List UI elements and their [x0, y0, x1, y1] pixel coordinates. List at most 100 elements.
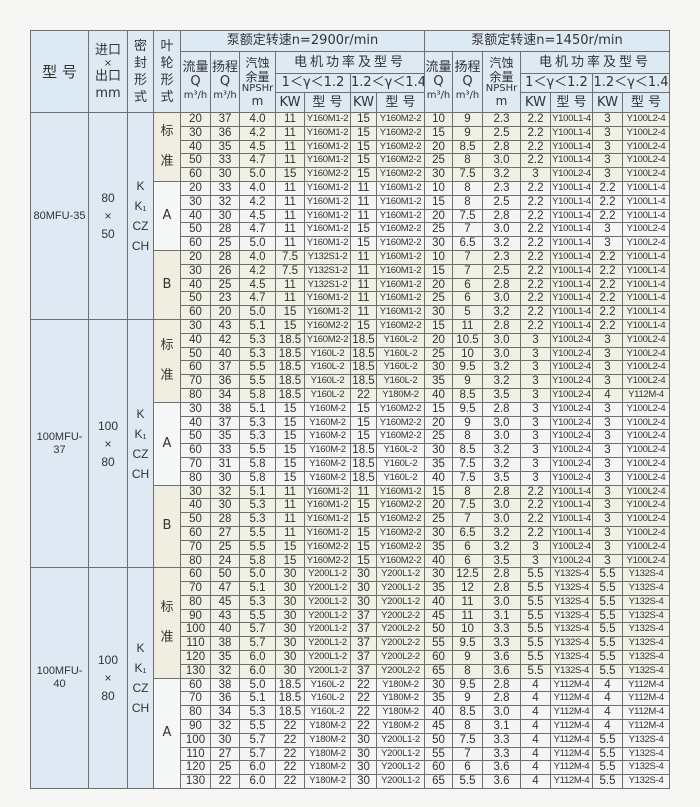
cell-head: 37	[210, 415, 240, 431]
table-row: 70 47 5.1 30 Y200L1-2 30 Y200L1-2 35 12 2.8 5.5 Y13…	[31, 581, 670, 596]
cell-npsh: 2.8	[482, 318, 521, 334]
cell-flow: 30	[424, 360, 453, 376]
header-size: 进口 × 出口 mm	[88, 30, 128, 113]
cell-motor-low: Y112M-4	[550, 760, 593, 776]
cell-npsh: 3.5	[482, 553, 521, 569]
header-flow-line: Q	[190, 74, 201, 89]
cell-motor-low: Y160M1-2	[304, 525, 351, 541]
cell-motor-low: Y132S-4	[550, 650, 593, 665]
cell-flow: 20	[424, 208, 453, 224]
cell-motor-high: Y100L2-4	[622, 415, 670, 431]
cell-motor-high: Y180M-2	[376, 677, 425, 693]
cell-npsh: 3.0	[482, 291, 521, 307]
cell-npsh: 5.8	[239, 456, 276, 472]
cell-npsh: 5.8	[239, 553, 276, 569]
cell-npsh: 5.3	[239, 594, 276, 610]
cell-motor-high: Y160M2-2	[376, 539, 425, 555]
cell-motor-high: Y160M1-2	[376, 263, 425, 279]
cell-motor-high: Y160M2-2	[376, 153, 425, 169]
cell-flow: 20	[424, 332, 453, 348]
cell-kw-low: 3	[520, 553, 551, 569]
cell-flow: 50	[180, 346, 211, 362]
cell-flow: 25	[424, 512, 453, 527]
table-row: 110 27 5.7 22 Y180M-2 30 Y200L1-2 55 7 3.3 4 Y112M-…	[31, 746, 670, 762]
header-npsh: 汽蚀 余量 NPSHr m	[482, 51, 521, 113]
cell-motor-high: Y160L-2	[376, 360, 425, 376]
cell-kw-high: 3	[592, 553, 623, 569]
cell-kw-low: 18.5	[275, 387, 305, 403]
size-line: 80	[101, 689, 115, 704]
cell-npsh: 5.1	[239, 691, 276, 707]
cell-head: 9	[452, 650, 483, 665]
seal-type: K₁	[134, 198, 147, 213]
cell-motor-high: Y132S-4	[622, 650, 670, 665]
cell-motor-low: Y160L-2	[304, 387, 351, 403]
cell-kw-low: 5.5	[520, 608, 551, 624]
cell-head: 32	[210, 719, 240, 734]
cell-motor-low: Y100L1-4	[550, 525, 593, 541]
cell-kw-high: 18.5	[350, 332, 377, 348]
cell-npsh: 3.0	[482, 498, 521, 514]
cell-kw-high: 5.5	[592, 732, 623, 748]
model-name: 100MFU-37	[30, 318, 89, 569]
cell-motor-low: Y180M-2	[304, 760, 351, 776]
cell-npsh: 4.2	[239, 263, 276, 279]
cell-flow: 25	[424, 222, 453, 238]
cell-flow: 70	[180, 374, 211, 389]
cell-flow: 40	[180, 498, 211, 514]
cell-npsh: 2.3	[482, 112, 521, 127]
cell-kw-low: 4	[520, 774, 551, 790]
cell-motor-high: Y160L-2	[376, 470, 425, 486]
cell-kw-low: 4	[520, 732, 551, 748]
cell-kw-high: 3	[592, 112, 623, 127]
cell-motor-low: Y100L1-4	[550, 249, 593, 265]
cell-head: 38	[210, 401, 240, 417]
cell-motor-low: Y100L2-4	[550, 167, 593, 182]
table-row: 90 43 5.5 30 Y200L1-2 37 Y200L2-2 45 11 3.1 5.5 Y13…	[31, 608, 670, 624]
impeller-label: B	[162, 518, 172, 534]
cell-motor-low: Y100L1-4	[550, 484, 593, 500]
cell-kw-high: 30	[350, 567, 377, 583]
header-flow-line: 流量	[425, 60, 452, 75]
cell-npsh: 2.5	[482, 125, 521, 141]
cell-head: 36	[210, 374, 240, 389]
cell-motor-high: Y132S-4	[622, 760, 670, 776]
cell-kw-high: 5.5	[592, 608, 623, 624]
cell-npsh: 5.5	[239, 374, 276, 389]
table-row: 130 22 6.0 22 Y180M-2 30 Y200L1-2 65 5.5 3.6 4 Y112…	[31, 774, 670, 790]
cell-motor-low: Y100L1-4	[550, 222, 593, 238]
cell-motor-high: Y100L2-4	[622, 498, 670, 514]
cell-kw-low: 30	[275, 663, 305, 679]
header-size-line: mm	[95, 85, 121, 101]
cell-kw-low: 15	[275, 305, 305, 320]
cell-motor-low: Y100L2-4	[550, 332, 593, 348]
cell-motor-low: Y200L1-2	[304, 663, 351, 679]
cell-motor-low: Y100L2-4	[550, 360, 593, 376]
cell-npsh: 5.7	[239, 636, 276, 652]
cell-npsh: 5.7	[239, 746, 276, 762]
cell-motor-high: Y160M1-2	[376, 208, 425, 224]
cell-npsh: 2.8	[482, 277, 521, 293]
cell-kw-high: 3	[592, 484, 623, 500]
cell-flow: 40	[424, 594, 453, 610]
cell-kw-low: 2.2	[520, 139, 551, 155]
cell-motor-high: Y160M2-2	[376, 429, 425, 445]
cell-kw-high: 15	[350, 318, 377, 334]
cell-npsh: 4.2	[239, 194, 276, 210]
header-speed-1450: 泵额定转速n=1450r/min	[424, 30, 670, 52]
cell-motor-high: Y132S-4	[622, 581, 670, 596]
cell-flow: 40	[424, 470, 453, 486]
cell-head: 8	[452, 719, 483, 734]
cell-flow: 130	[180, 774, 211, 790]
cell-motor-high: Y100L2-4	[622, 153, 670, 169]
table-row: A 60 38 5.0 18.5 Y160L-2 22 Y180M-2 30 9.5 2.8 4 Y11…	[31, 677, 670, 790]
cell-flow: 30	[180, 194, 211, 210]
cell-kw-high: 15	[350, 539, 377, 555]
cell-head: 6	[452, 539, 483, 555]
cell-motor-low: Y160M1-2	[304, 194, 351, 210]
size-line: 100	[97, 418, 119, 433]
cell-head: 20	[210, 305, 240, 320]
cell-kw-low: 3	[520, 470, 551, 486]
size-line: 80	[101, 190, 115, 205]
